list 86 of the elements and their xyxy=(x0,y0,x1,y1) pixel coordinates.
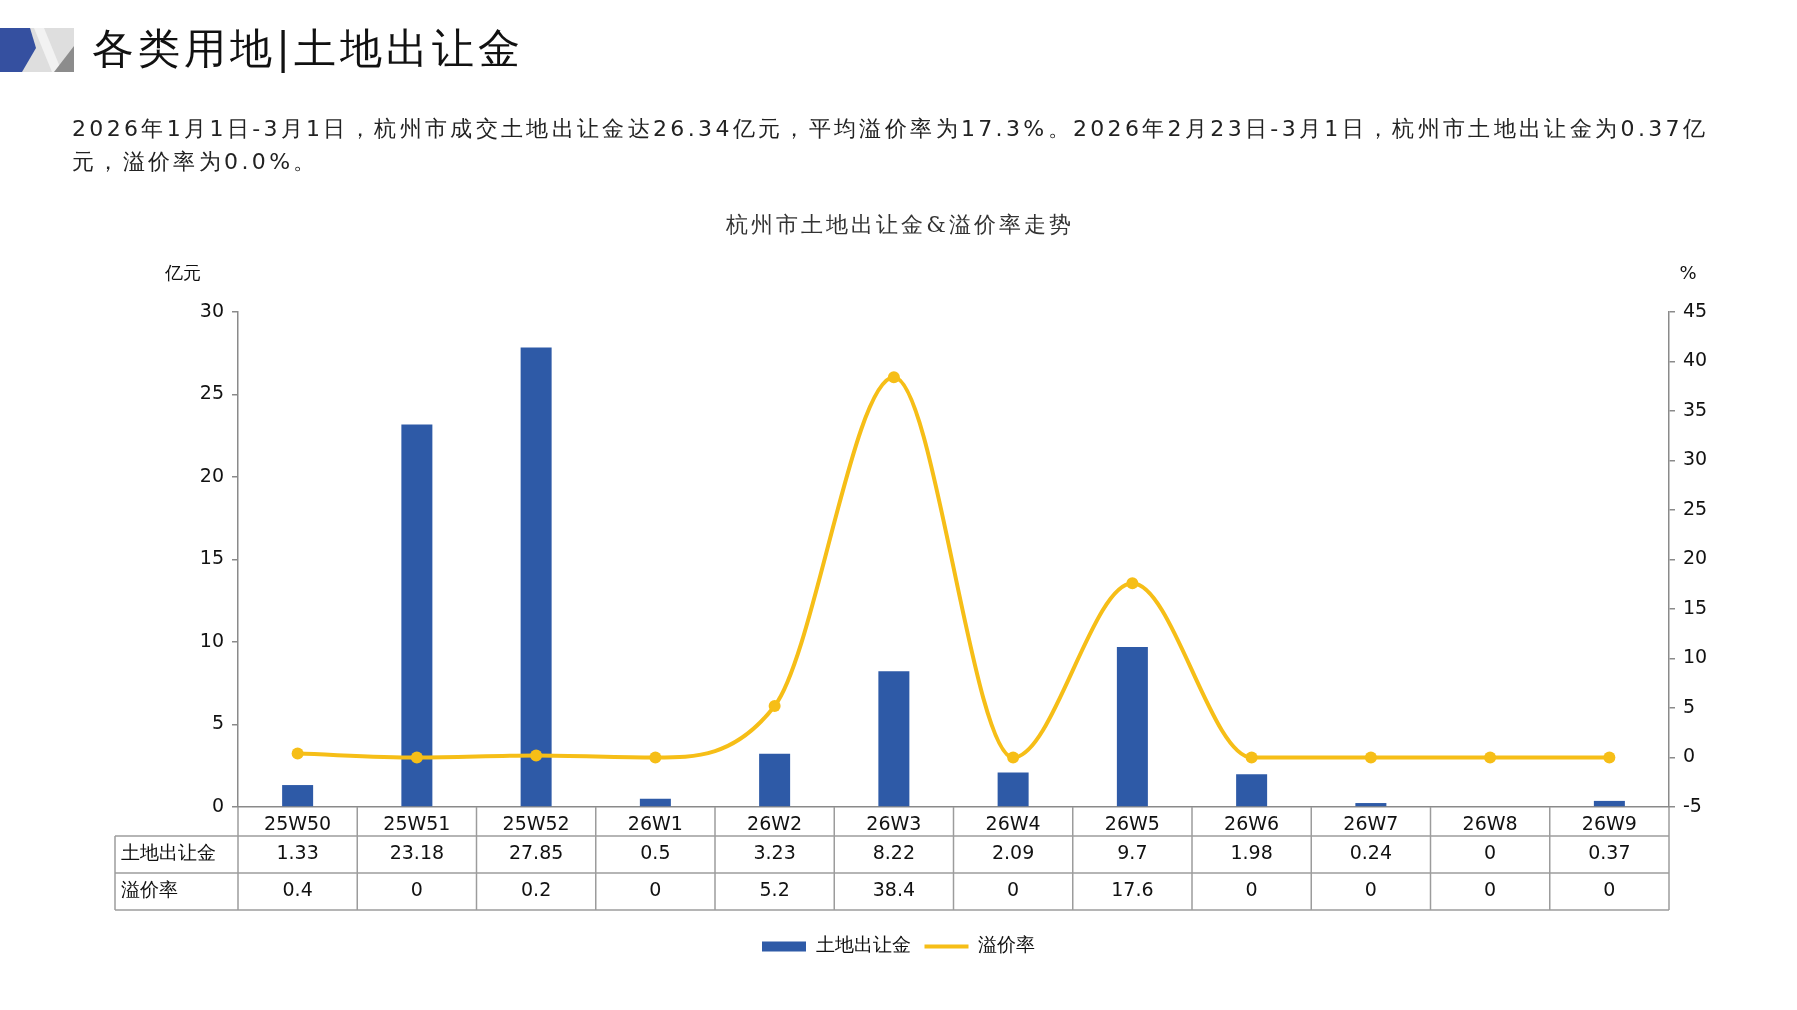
bar xyxy=(520,347,552,807)
bar xyxy=(639,798,671,807)
y2-tick-label: 25 xyxy=(1683,496,1708,519)
legend-label: 土地出让金 xyxy=(815,933,911,956)
point xyxy=(530,749,543,762)
data-label: 5.2 xyxy=(759,878,790,901)
point xyxy=(1603,751,1616,764)
y2-tick-label: 15 xyxy=(1683,595,1708,618)
data-label: 8.22 xyxy=(872,841,916,864)
y-axis-title: 亿元 xyxy=(164,261,201,283)
data-label: 3.23 xyxy=(753,841,796,864)
bar xyxy=(1116,646,1148,807)
text: 溢价率 xyxy=(121,878,178,901)
y-tick-label: 5 xyxy=(211,711,224,734)
x-tick-label: 26W9 xyxy=(1581,812,1637,835)
point xyxy=(1484,751,1497,764)
data-label: 1.33 xyxy=(276,841,319,864)
bar xyxy=(282,785,314,807)
point xyxy=(1364,751,1377,764)
y2-tick-label: 0 xyxy=(1683,744,1696,767)
legend-label: 溢价率 xyxy=(978,933,1035,956)
x-tick-label: 26W2 xyxy=(747,812,803,835)
y2-tick-label: 45 xyxy=(1683,298,1708,321)
data-label: 2.09 xyxy=(991,841,1035,864)
y2-tick-label: 20 xyxy=(1683,546,1708,569)
bar xyxy=(878,671,910,807)
x-tick-label: 26W5 xyxy=(1104,812,1160,835)
chart-subtitle: 2026年1月1日-3月1日，杭州市成交土地出让金达26.34亿元，平均溢价率为17.3%。2026年2月23日-3月1日，杭州市土地出让金为0.37亿元，溢价率为0.0%。 xyxy=(72,115,1710,176)
bar xyxy=(1236,774,1268,807)
chart-title: 各类用地|土地出让金 xyxy=(92,23,525,75)
point xyxy=(1007,751,1020,764)
data-label: 0 xyxy=(1484,878,1497,901)
y2-tick-label: 40 xyxy=(1683,348,1708,371)
bar xyxy=(997,772,1029,807)
y-tick-label: 15 xyxy=(199,546,224,569)
y-tick-label: 10 xyxy=(199,628,224,651)
data-label: 0.5 xyxy=(640,841,671,864)
x-tick-label: 26W6 xyxy=(1224,812,1280,835)
data-label: 0 xyxy=(410,878,423,901)
point xyxy=(1245,751,1258,764)
x-tick-label: 25W51 xyxy=(383,812,451,835)
point xyxy=(291,747,304,760)
bar xyxy=(1593,800,1625,807)
y2-tick-label: 30 xyxy=(1683,447,1708,470)
data-label: 0.2 xyxy=(521,878,552,901)
data-label: 1.98 xyxy=(1230,841,1273,864)
y2-tick-label: 5 xyxy=(1683,694,1696,717)
data-label: 0 xyxy=(1364,878,1377,901)
bar xyxy=(401,424,433,807)
y2-tick-label: 10 xyxy=(1683,645,1708,668)
y2-tick-label: 35 xyxy=(1683,397,1708,420)
x-tick-label: 26W8 xyxy=(1462,812,1518,835)
data-label: 0 xyxy=(1007,878,1020,901)
bar xyxy=(1355,803,1387,807)
y-tick-label: 30 xyxy=(199,298,224,321)
x-tick-label: 26W3 xyxy=(866,812,922,835)
text: 土地出让金 xyxy=(121,841,216,864)
data-label: 17.6 xyxy=(1111,878,1154,901)
y-tick-label: 20 xyxy=(199,463,224,486)
data-label: 9.7 xyxy=(1117,841,1148,864)
data-label: 23.18 xyxy=(389,841,445,864)
x-tick-label: 25W50 xyxy=(264,812,332,835)
data-label: 0 xyxy=(1484,841,1497,864)
y2-tick-label: -5 xyxy=(1683,793,1702,816)
y2-axis-title: % xyxy=(1679,261,1697,283)
y-tick-label: 0 xyxy=(211,793,224,816)
data-label: 0.37 xyxy=(1588,841,1631,864)
point xyxy=(768,700,781,713)
data-label: 0 xyxy=(649,878,662,901)
point xyxy=(1126,577,1139,590)
x-tick-label: 26W4 xyxy=(985,812,1041,835)
x-tick-label: 26W7 xyxy=(1343,812,1399,835)
point xyxy=(649,751,662,764)
x-tick-label: 26W1 xyxy=(627,812,683,835)
data-label: 27.85 xyxy=(508,841,564,864)
data-label: 0 xyxy=(1245,878,1258,901)
point xyxy=(410,751,423,764)
data-label: 0.24 xyxy=(1349,841,1393,864)
data-label: 0.4 xyxy=(282,878,313,901)
data-label: 38.4 xyxy=(872,878,916,901)
y-tick-label: 25 xyxy=(199,381,224,404)
bar xyxy=(759,753,791,807)
x-tick-label: 25W52 xyxy=(502,812,570,835)
data-label: 0 xyxy=(1603,878,1616,901)
text: 杭州市土地出让金&溢价率走势 xyxy=(725,211,1075,239)
point xyxy=(887,371,900,384)
